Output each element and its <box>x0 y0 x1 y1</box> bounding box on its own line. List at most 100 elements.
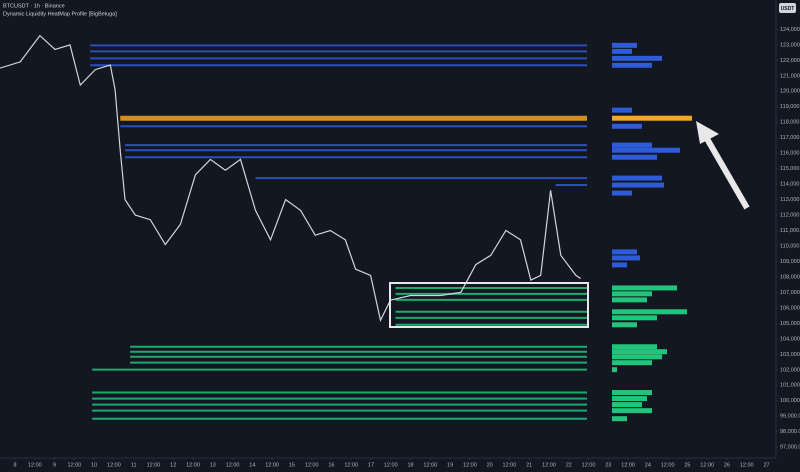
liquidity-bar <box>612 42 637 48</box>
liquidity-bar <box>612 62 652 68</box>
x-tick-label: 13 <box>210 462 216 468</box>
y-tick-label: 103,000.00 <box>780 352 800 358</box>
x-tick-label: 12:00 <box>67 462 81 468</box>
y-tick-label: 109,000.00 <box>780 259 800 265</box>
liquidity-bar <box>612 390 652 396</box>
liquidity-bar <box>612 147 680 153</box>
liquidity-bar <box>612 396 647 402</box>
y-tick-label: 116,000.00 <box>780 151 800 157</box>
liquidity-bar <box>612 190 632 196</box>
y-tick-label: 98,000.00 <box>780 429 800 435</box>
liquidity-bar <box>612 360 652 366</box>
currency-badge <box>779 3 796 13</box>
y-tick-label: 112,000.00 <box>780 213 800 219</box>
x-tick-label: 12:00 <box>661 462 675 468</box>
liquidity-bar <box>612 182 664 188</box>
x-tick-label: 22 <box>566 462 572 468</box>
arrow-shaft <box>703 135 750 210</box>
x-tick-label: 12:00 <box>621 462 635 468</box>
liquidity-bar <box>612 402 642 408</box>
highlight-box <box>389 282 589 328</box>
y-tick-label: 100,000.00 <box>780 398 800 404</box>
x-tick-label: 12:00 <box>582 462 596 468</box>
y-tick-label: 113,000.00 <box>780 197 800 203</box>
x-tick-label: 12:00 <box>384 462 398 468</box>
liquidity-bar <box>612 349 667 355</box>
x-tick-label: 19 <box>447 462 453 468</box>
x-tick-label: 23 <box>605 462 611 468</box>
y-tick-label: 97,000.00 <box>780 445 800 451</box>
x-tick-label: 12:00 <box>305 462 319 468</box>
x-tick-label: 12:00 <box>265 462 279 468</box>
x-tick-label: 18 <box>407 462 413 468</box>
y-tick-label: 123,000.00 <box>780 42 800 48</box>
x-tick-label: 21 <box>526 462 532 468</box>
x-tick-label: 12:00 <box>503 462 517 468</box>
y-tick-label: 104,000.00 <box>780 336 800 342</box>
x-tick-label: 12 <box>170 462 176 468</box>
x-tick-label: 12:00 <box>542 462 556 468</box>
x-tick-label: 9 <box>53 462 56 468</box>
liquidity-bar <box>612 262 627 268</box>
liquidity-bar <box>612 291 652 297</box>
plot: 97,000.0098,000.0099,000.00100,000.00101… <box>0 27 800 468</box>
liquidity-bar <box>612 354 662 360</box>
liquidity-bar <box>612 249 637 255</box>
liquidity-bar <box>612 416 627 422</box>
y-tick-label: 114,000.00 <box>780 182 800 188</box>
y-tick-label: 124,000.00 <box>780 27 800 33</box>
chart-subtitle: Dynamic Liquidity HeatMap Profile [BigBe… <box>3 11 117 17</box>
y-tick-label: 119,000.00 <box>780 104 800 110</box>
y-tick-label: 108,000.00 <box>780 274 800 280</box>
x-tick-label: 12:00 <box>107 462 121 468</box>
liquidity-bar <box>612 154 657 160</box>
liquidity-bar <box>612 315 657 321</box>
arrow-head <box>696 121 719 144</box>
chart-title: BTCUSDT · 1h · Binance <box>3 3 65 9</box>
x-tick-label: 12:00 <box>28 462 42 468</box>
currency-label: USDT <box>781 6 795 12</box>
x-tick-label: 26 <box>724 462 730 468</box>
x-tick-label: 12:00 <box>740 462 754 468</box>
x-tick-label: 17 <box>368 462 374 468</box>
liquidity-bar <box>612 285 677 291</box>
liquidity-bar <box>612 55 662 61</box>
x-tick-label: 25 <box>684 462 690 468</box>
x-tick-label: 12:00 <box>423 462 437 468</box>
x-tick-label: 10 <box>91 462 97 468</box>
y-tick-label: 106,000.00 <box>780 305 800 311</box>
x-tick-label: 11 <box>131 462 137 468</box>
y-tick-label: 120,000.00 <box>780 89 800 95</box>
y-tick-label: 122,000.00 <box>780 58 800 64</box>
liquidity-bar <box>612 322 637 328</box>
price-line <box>0 34 581 323</box>
y-tick-label: 118,000.00 <box>780 120 800 126</box>
liquidity-bar <box>612 408 652 414</box>
x-tick-label: 12:00 <box>147 462 161 468</box>
x-tick-label: 8 <box>13 462 16 468</box>
x-tick-label: 24 <box>645 462 651 468</box>
y-tick-label: 111,000.00 <box>780 228 800 234</box>
liquidity-bar <box>612 175 662 181</box>
x-tick-label: 12:00 <box>226 462 240 468</box>
x-tick-label: 15 <box>289 462 295 468</box>
y-tick-label: 102,000.00 <box>780 367 800 373</box>
y-tick-label: 115,000.00 <box>780 166 800 172</box>
liquidity-bar <box>612 107 632 113</box>
y-tick-label: 105,000.00 <box>780 321 800 327</box>
x-tick-label: 12:00 <box>700 462 714 468</box>
liquidity-bar <box>612 297 647 303</box>
x-tick-label: 12:00 <box>186 462 200 468</box>
liquidity-bar <box>612 115 692 121</box>
liquidity-bar <box>612 309 687 315</box>
x-tick-label: 27 <box>763 462 769 468</box>
liquidity-bar <box>612 142 652 148</box>
y-tick-label: 110,000.00 <box>780 243 800 249</box>
y-tick-label: 121,000.00 <box>780 73 800 79</box>
x-tick-label: 12:00 <box>344 462 358 468</box>
liquidity-bar <box>612 123 642 129</box>
x-tick-label: 20 <box>487 462 493 468</box>
